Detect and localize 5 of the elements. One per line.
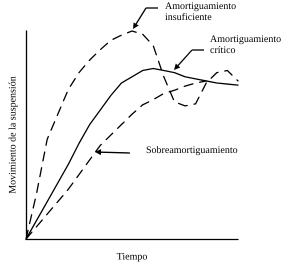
y-axis-title: Movimiento de la suspensión xyxy=(8,76,18,194)
text: Amortiguamiento insuficiente xyxy=(165,1,238,23)
annotation: Sobreamortiguamiento xyxy=(146,145,239,156)
annotation: Amortiguamiento crítico xyxy=(210,34,282,56)
x-axis-title: Tiempo xyxy=(116,252,148,262)
